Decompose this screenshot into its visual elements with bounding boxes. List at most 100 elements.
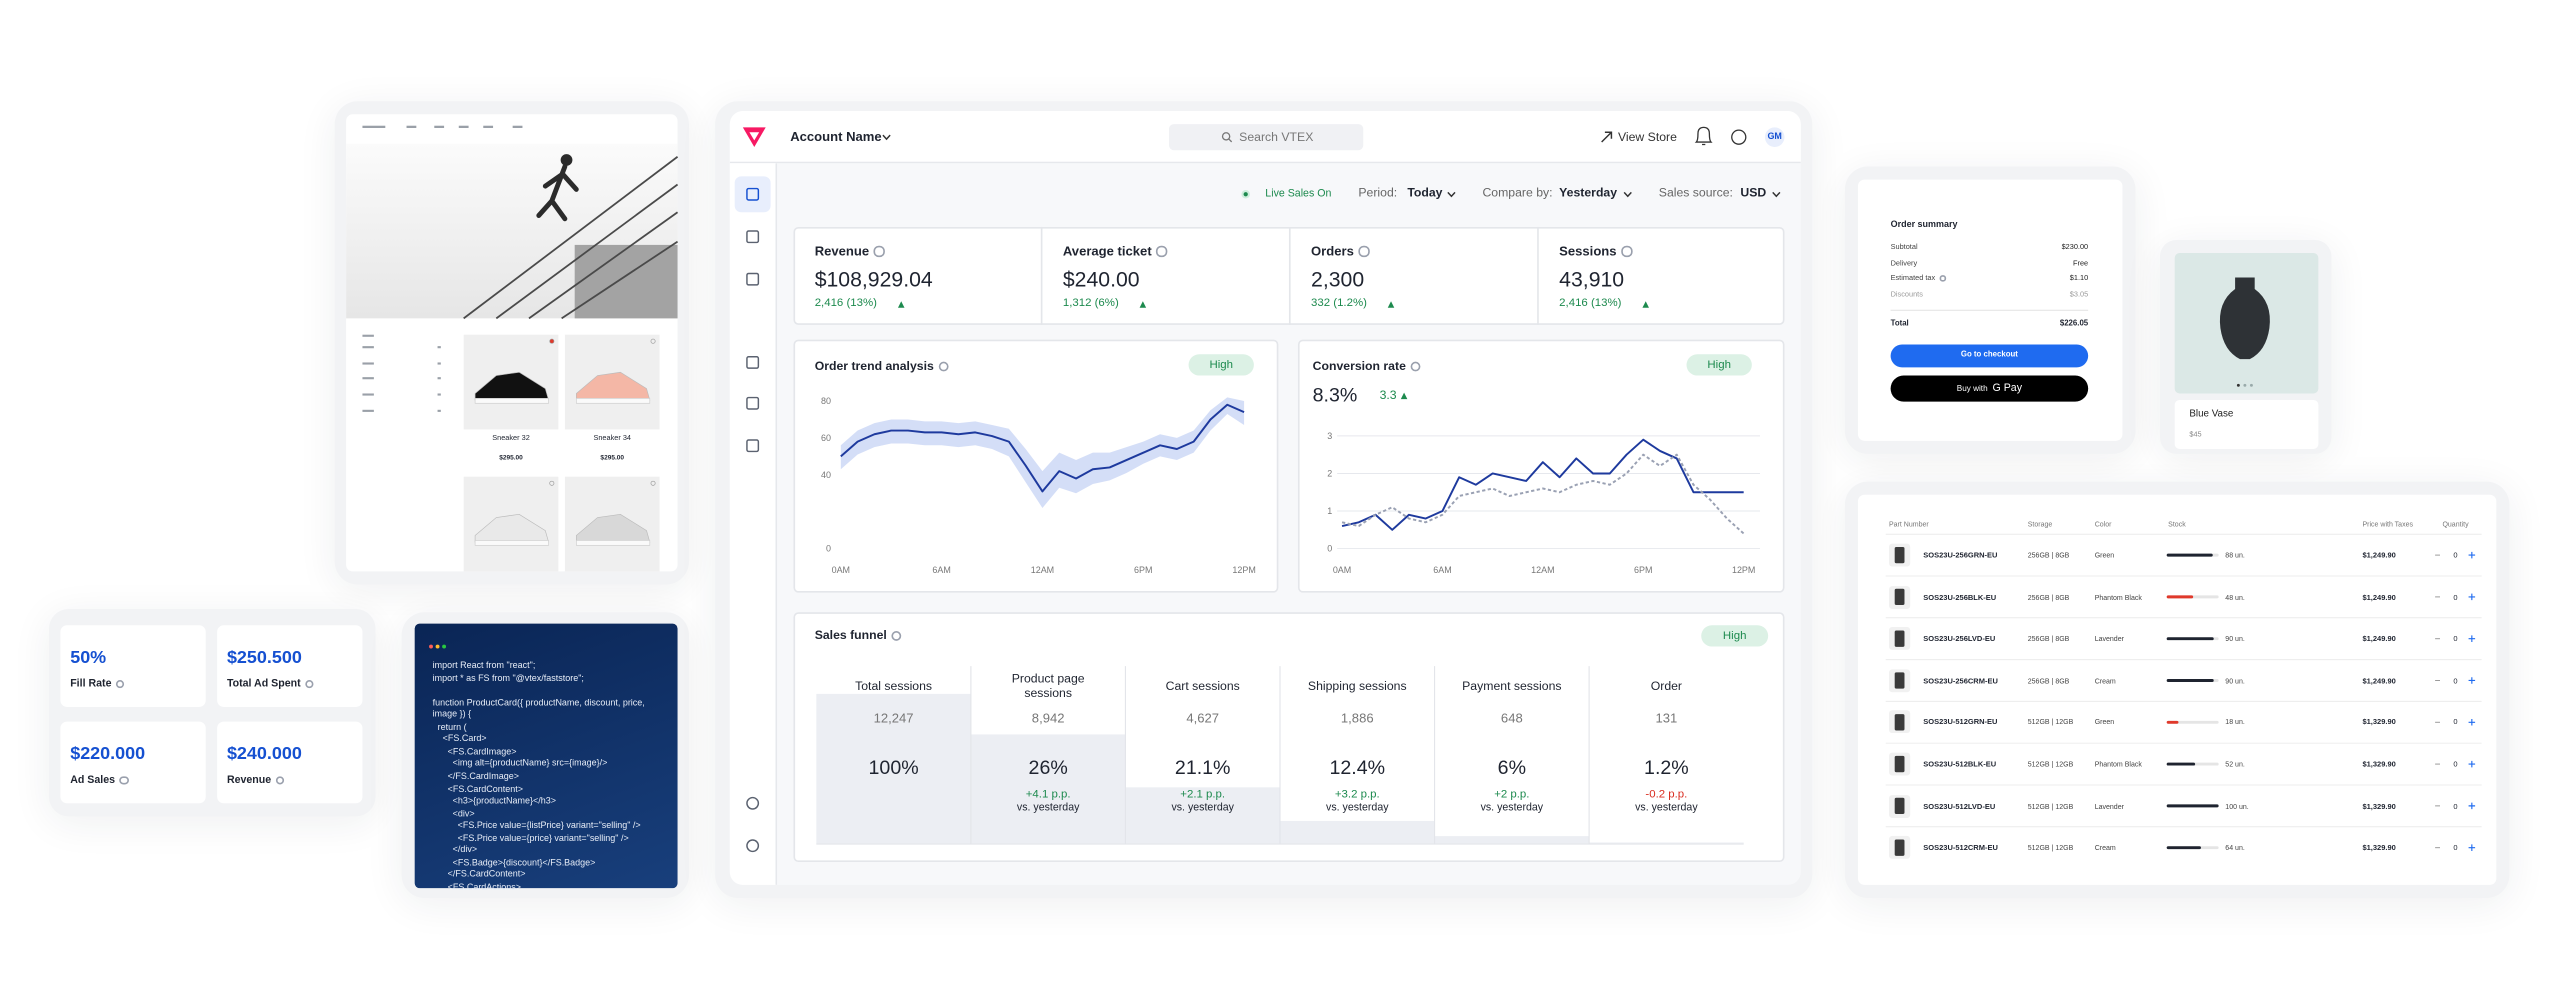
stage-name: Order: [1650, 678, 1683, 694]
chart-title: Conversion rate: [1313, 358, 1421, 373]
filter-count: [437, 377, 441, 380]
nav-link: [483, 125, 494, 128]
stage-sessions: 8,942: [1031, 711, 1065, 726]
badge-text: High: [1209, 359, 1233, 371]
kpi-label: Orders: [1311, 244, 1370, 259]
product-price: $45: [2189, 430, 2202, 439]
code-line: </FS.CardContent>: [432, 870, 526, 881]
metric-value: $250.500: [226, 648, 302, 668]
sole: [575, 540, 651, 546]
chart-title: Order trend analysis: [815, 358, 949, 373]
stage-change: +2 p.p.: [1494, 789, 1530, 801]
pay-prefix: Buy with: [1956, 383, 1988, 394]
avatar-initials: GM: [1767, 132, 1782, 143]
code-line: import React from "react";: [432, 661, 536, 672]
increment[interactable]: [2468, 719, 2476, 726]
kpi-change: 2,416 (13%): [815, 298, 905, 309]
stage-sessions: 4,627: [1186, 711, 1220, 726]
summary-value: $1.10: [2069, 274, 2089, 283]
increment[interactable]: [2468, 802, 2476, 810]
help-icon: [119, 776, 129, 785]
metric-card: [217, 721, 363, 804]
quantity: 0: [2453, 592, 2458, 601]
kpi-row: [793, 226, 1785, 325]
stock-label: 90 un.: [2225, 634, 2245, 643]
y-tick-label: 2: [1327, 468, 1332, 478]
stage-share: 1.2%: [1644, 755, 1689, 779]
x-tick-label: 12AM: [1031, 565, 1054, 575]
phone: [1894, 546, 1905, 564]
kpi-value: 43,910: [1559, 266, 1625, 292]
stage-note: vs. yesterday: [1171, 802, 1234, 814]
help-icon: [276, 776, 285, 785]
wishlist: [650, 338, 656, 344]
kpi-change-text: 2,416 (13%): [1559, 297, 1622, 310]
stage-name: Product page sessions: [1011, 671, 1085, 701]
sneaker: [474, 513, 550, 543]
chart-card: [1297, 339, 1785, 593]
nav-link: [406, 125, 417, 128]
code-line: <FS.Card>: [432, 735, 487, 745]
phone: [1894, 797, 1905, 815]
google-pay-label: Buy with G Pay: [1957, 383, 2022, 394]
kpi-label: Average ticket: [1063, 244, 1168, 259]
increment[interactable]: [2468, 635, 2476, 642]
metric-card: [60, 625, 206, 707]
filter-value[interactable]: Today: [1407, 185, 1443, 200]
stage-name: Payment sessions: [1462, 678, 1562, 694]
storage: 512GB | 12GB: [2027, 843, 2074, 852]
carousel-dot: [2243, 383, 2247, 387]
google-pay-button[interactable]: [1890, 375, 2089, 402]
kpi-change-text: 1,312 (6%): [1062, 297, 1119, 310]
quantity: 0: [2453, 676, 2458, 685]
stage-name: Total sessions: [855, 678, 933, 694]
product-name: Sneaker 34: [593, 433, 632, 442]
stage-change: +4.1 p.p.: [1025, 789, 1071, 801]
sneaker: [575, 513, 651, 543]
filter-value[interactable]: Yesterday: [1559, 185, 1618, 200]
color: Cream: [2094, 676, 2116, 685]
nav-active[interactable]: [734, 176, 771, 213]
filter-item: [362, 334, 374, 337]
phone: [1894, 672, 1905, 689]
increment[interactable]: [2468, 551, 2476, 559]
summary-value: Free: [2073, 258, 2089, 267]
stage-share: 26%: [1028, 755, 1068, 779]
metric-value: $220.000: [70, 744, 146, 765]
filter-label: Compare by:: [1482, 185, 1553, 200]
metric-label: Fill Rate: [70, 678, 125, 690]
filter-value[interactable]: USD: [1740, 185, 1767, 200]
filter-label: Sales source:: [1658, 185, 1733, 200]
code-line: <h3>{productName}</h3>: [432, 796, 556, 807]
increment[interactable]: [2468, 677, 2476, 684]
nav-link: [512, 125, 523, 128]
color: Green: [2094, 718, 2115, 727]
metric-value: 50%: [70, 648, 107, 668]
stage-sessions: 131: [1655, 711, 1678, 726]
runner-head: [560, 154, 573, 166]
nav-link: [458, 125, 469, 128]
search-box[interactable]: [1168, 124, 1364, 151]
checkout-button[interactable]: [1890, 344, 2089, 368]
account-name[interactable]: Account Name: [790, 129, 882, 145]
chevron: [1447, 191, 1456, 198]
wishlist: [549, 338, 555, 344]
help-icon: [1731, 129, 1747, 145]
increment[interactable]: [2468, 760, 2476, 768]
live-dot: [1243, 192, 1248, 197]
column-header: Color: [2094, 520, 2112, 529]
column-header: Price with Taxes: [2362, 520, 2414, 529]
summary-label: Estimated tax: [1891, 274, 1946, 282]
metric-label-text: Total Ad Spent: [226, 678, 301, 690]
code-line: function ProductCard({ productName, disc…: [432, 698, 645, 708]
phone: [1894, 588, 1905, 606]
increment[interactable]: [2468, 844, 2476, 851]
stock-label: 64 un.: [2225, 843, 2245, 852]
view-store[interactable]: View Store: [1617, 129, 1677, 145]
funnel-bar: [970, 734, 1126, 845]
increment[interactable]: [2468, 593, 2476, 601]
kpi-change: 2,416 (13%): [1559, 297, 1650, 310]
chart-change-text: 3.3: [1379, 387, 1397, 403]
stage-share: 21.1%: [1174, 755, 1231, 779]
x-tick-label: 12PM: [1732, 565, 1755, 575]
